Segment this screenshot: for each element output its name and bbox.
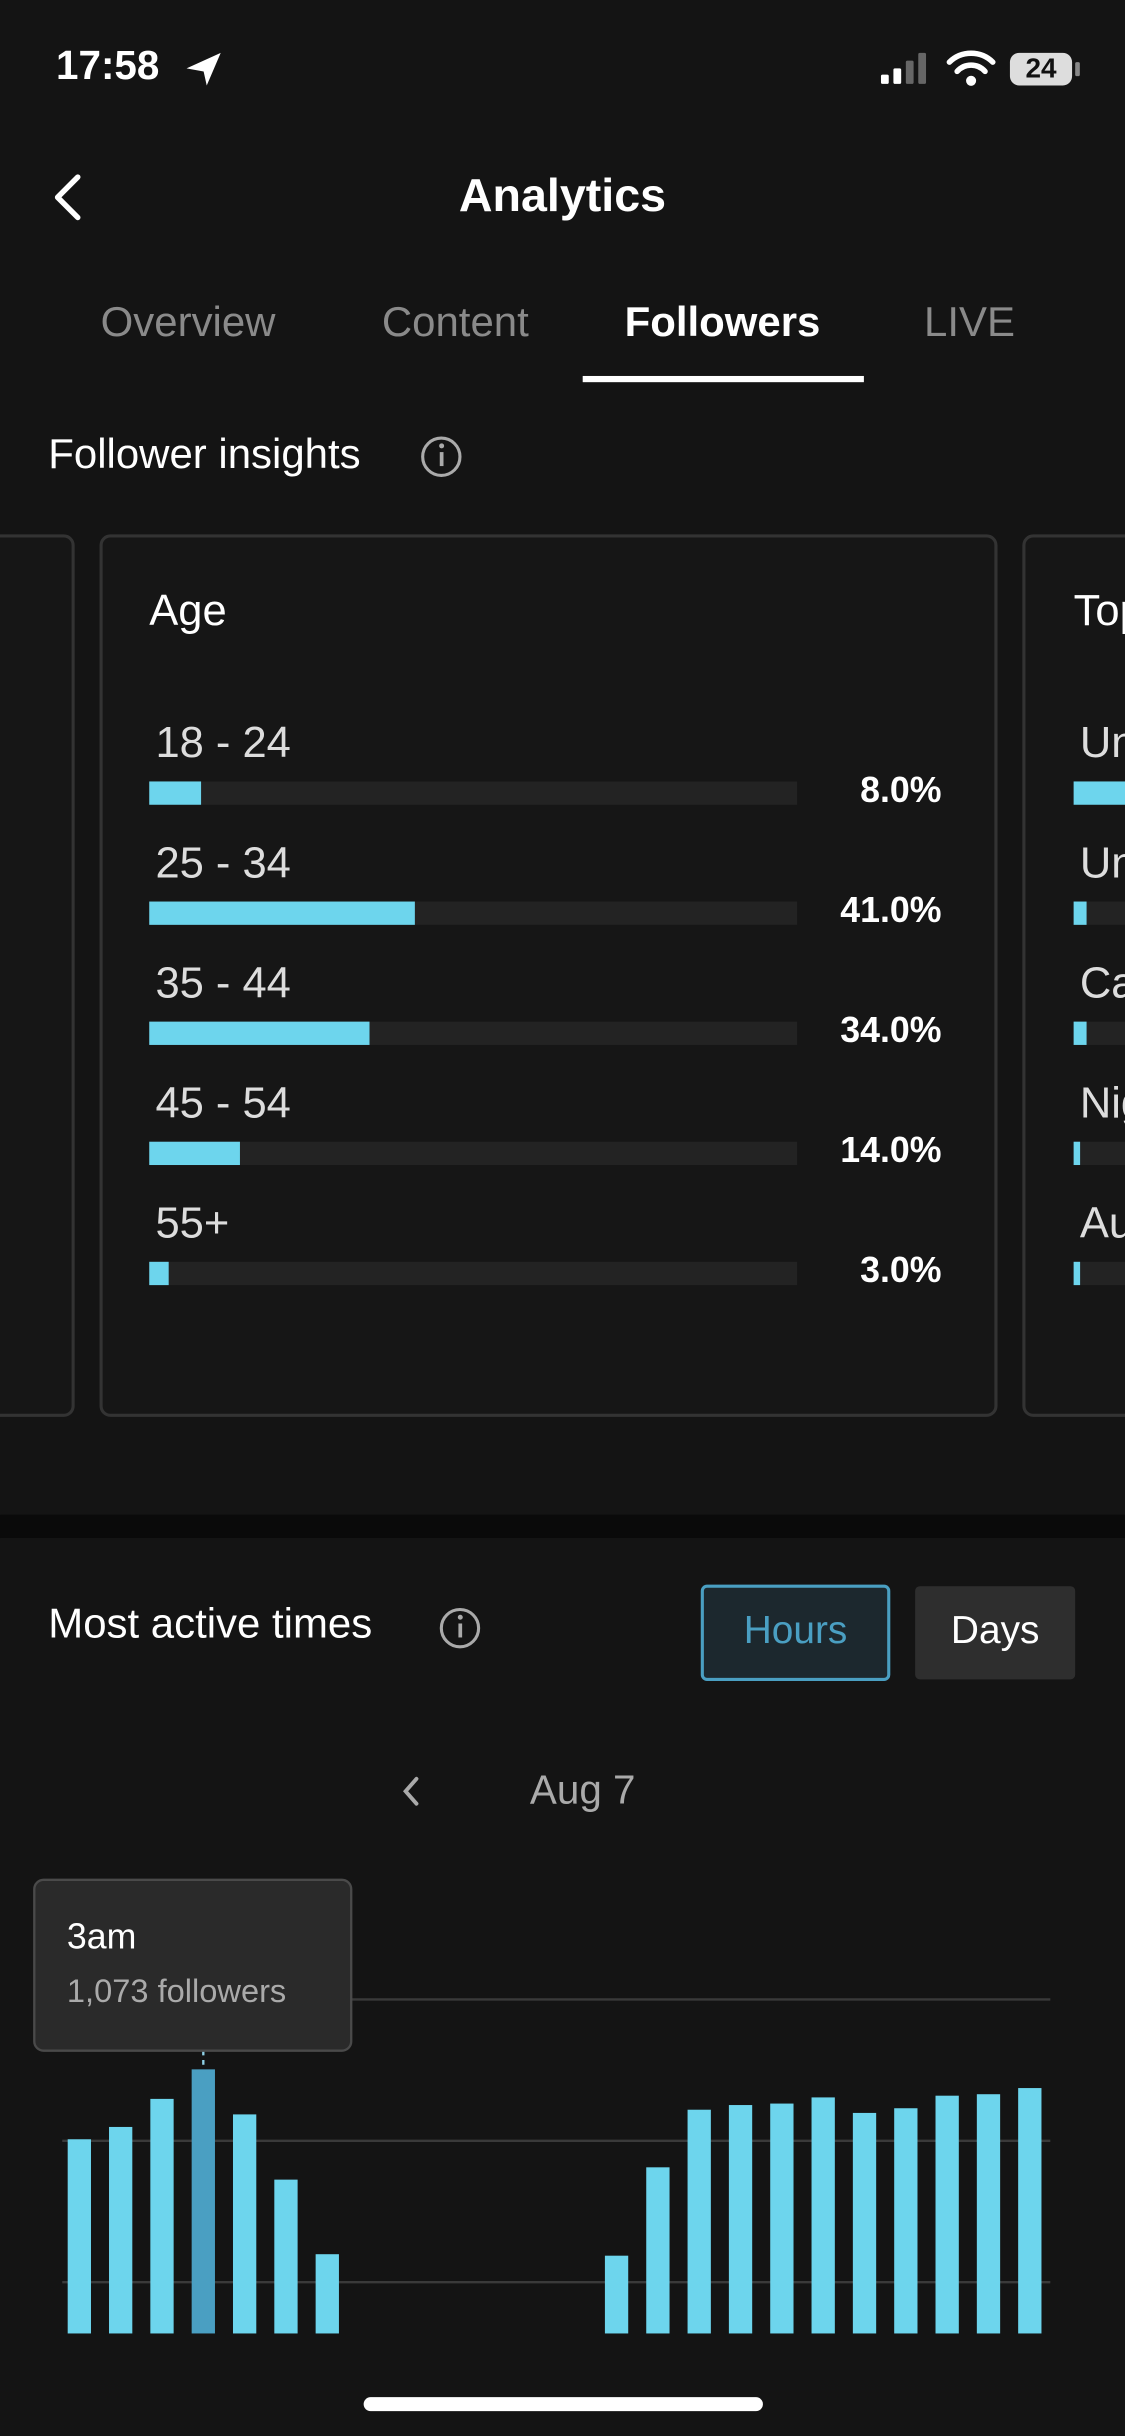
bar-label: United Kingdom — [1080, 839, 1125, 887]
home-indicator — [363, 2397, 763, 2412]
bar-label: United States — [1080, 719, 1125, 767]
toggle-button[interactable] — [700, 1584, 891, 1681]
overlay: 3am 1,073 followers — [33, 1878, 353, 2070]
card-title: Top territories — [1074, 587, 1125, 635]
card-prev — [0, 534, 75, 1417]
wifi-icon — [946, 50, 996, 86]
bar[interactable] — [687, 2109, 711, 2334]
toggle-label[interactable]: Days — [951, 1609, 1039, 1652]
bar — [149, 1141, 240, 1166]
page-title: Analytics — [459, 169, 666, 221]
bar[interactable] — [150, 2098, 174, 2334]
toggle-button[interactable] — [915, 1586, 1076, 1680]
battery-cap — [1075, 62, 1080, 77]
bar — [1073, 1021, 1087, 1045]
value-label: 34.0% — [840, 1010, 941, 1050]
bar[interactable] — [935, 2095, 959, 2334]
bar-track — [149, 781, 798, 805]
bar-label: 55+ — [155, 1200, 229, 1248]
bar — [1073, 781, 1125, 805]
bar[interactable] — [191, 2069, 215, 2334]
bar — [149, 1261, 169, 1286]
location-icon — [186, 52, 221, 86]
bar-label: 35 - 44 — [155, 959, 290, 1007]
battery-level: 24 — [1025, 52, 1057, 83]
prev-date-button[interactable] — [403, 1776, 419, 1806]
bar[interactable] — [852, 2112, 877, 2334]
info-icon[interactable] — [421, 436, 462, 477]
bar[interactable] — [770, 2103, 794, 2334]
section-title: Most active times — [48, 1600, 372, 1647]
bar — [149, 781, 202, 805]
bar-label: Australia — [1080, 1200, 1125, 1248]
signal-icon — [880, 52, 927, 84]
card-title: Age — [149, 587, 226, 635]
bar-track — [1073, 1141, 1125, 1166]
bar — [1073, 1261, 1081, 1286]
bar[interactable] — [811, 2097, 835, 2334]
bar-track — [149, 1141, 798, 1166]
bar[interactable] — [109, 2126, 133, 2334]
age-card — [99, 534, 998, 1417]
value-label: 41.0% — [840, 890, 941, 930]
bar[interactable] — [232, 2114, 257, 2334]
bar-label: 18 - 24 — [155, 719, 290, 767]
bar-label: Canada — [1080, 959, 1125, 1007]
battery-icon — [1009, 52, 1073, 86]
bar — [149, 1021, 370, 1045]
bar[interactable] — [274, 2179, 298, 2334]
bar — [1073, 1141, 1081, 1166]
info-icon[interactable] — [439, 1607, 481, 1649]
tab[interactable]: Overview — [101, 298, 276, 345]
bar[interactable] — [894, 2108, 918, 2334]
value-label: 3.0% — [860, 1250, 941, 1290]
bars — [67, 2069, 1042, 2334]
bar[interactable] — [604, 2255, 629, 2334]
bar[interactable] — [976, 2094, 1001, 2334]
date-label: Aug 7 — [530, 1766, 636, 1812]
bar[interactable] — [315, 2254, 339, 2334]
bar — [1073, 901, 1087, 925]
back-button[interactable] — [54, 174, 81, 221]
section-divider — [0, 1514, 1125, 1539]
value-label: 8.0% — [860, 770, 941, 810]
bar-label: Nigeria — [1080, 1079, 1125, 1127]
tab-indicator — [582, 375, 864, 383]
bar[interactable] — [1018, 2088, 1042, 2334]
tooltip — [33, 1878, 353, 2052]
bar-track — [149, 1261, 798, 1286]
tab[interactable]: Content — [382, 298, 529, 345]
bar — [149, 901, 415, 925]
bar-track — [1073, 1261, 1125, 1286]
territory-card — [1022, 534, 1125, 1417]
bar[interactable] — [646, 2167, 670, 2334]
status-time: 17:58 — [56, 42, 159, 88]
bar[interactable] — [728, 2105, 753, 2334]
tooltip-title: 3am — [67, 1916, 136, 1956]
bar-label: 25 - 34 — [155, 839, 290, 887]
value-label: 14.0% — [840, 1130, 941, 1170]
section-title: Follower insights — [48, 430, 360, 477]
bar[interactable] — [67, 2139, 91, 2334]
toggle-label[interactable]: Hours — [744, 1609, 848, 1652]
tab[interactable]: LIVE — [924, 298, 1015, 345]
tooltip-value: 1,073 followers — [67, 1972, 286, 2009]
bar-label: 45 - 54 — [155, 1079, 290, 1127]
tab[interactable]: Followers — [625, 298, 821, 345]
